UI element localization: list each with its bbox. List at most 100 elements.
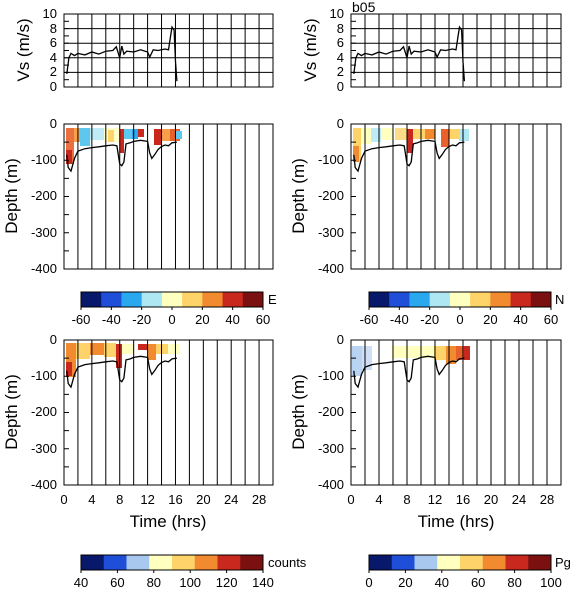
- colorbar-tick-label: 40: [435, 575, 449, 590]
- colorbar-swatch: [101, 292, 122, 307]
- heatmap-patch: [413, 129, 425, 139]
- ytick-label: -300: [318, 225, 344, 240]
- ytick-label: 0: [337, 79, 344, 94]
- vs-left-ytick-labels: 0 2 4 6 8 10: [43, 6, 57, 94]
- colorbar-swatch: [217, 555, 241, 570]
- colorbar-swatch: [414, 555, 438, 570]
- colorbar-swatch: [429, 292, 451, 307]
- ytick-label: 4: [50, 50, 57, 65]
- station-title: b05: [352, 0, 376, 15]
- heatmap-patch: [116, 344, 122, 368]
- heatmap-patch: [176, 131, 182, 139]
- heatmap-patch: [66, 128, 74, 164]
- colorbar-swatch: [391, 555, 415, 570]
- depth-Pg-ylabel: Depth (m): [289, 374, 308, 450]
- depth-N-ylabel: Depth (m): [289, 158, 308, 234]
- colorbar-tick-label: 60: [471, 575, 485, 590]
- heatmap-patch: [371, 128, 381, 142]
- colorbar-swatch: [161, 292, 183, 307]
- colorbar-Pg-label: Pg: [555, 555, 571, 570]
- colorbar-tick-label: 60: [110, 575, 124, 590]
- colorbar-swatch: [141, 292, 163, 307]
- heatmap-patch: [434, 346, 446, 360]
- heatmap-patch: [353, 146, 359, 162]
- colorbar-N-label: N: [555, 292, 564, 307]
- heatmap-patch: [410, 346, 434, 358]
- E-heatmap-patches: [66, 128, 182, 164]
- heatmap-patch: [138, 344, 148, 350]
- colorbar-swatch: [528, 555, 552, 570]
- colorbar-tick-label: 80: [507, 575, 521, 590]
- colorbar-swatch: [369, 292, 390, 307]
- colorbar-tick-label: -60: [72, 312, 91, 327]
- heatmap-patch: [407, 129, 413, 153]
- colorbar-tick-label: 40: [74, 575, 88, 590]
- heatmap-patch: [381, 128, 393, 140]
- vs-right-series-line: [353, 25, 466, 82]
- colorbar-tick-label: 20: [195, 312, 209, 327]
- heatmap-patch: [459, 129, 469, 141]
- heatmap-patch: [392, 346, 410, 358]
- colorbar-swatch: [505, 555, 529, 570]
- ytick-label: -300: [31, 441, 57, 456]
- vs-panel-right: b05 Vs (m/s) 0 2 4 6 8 10: [301, 0, 562, 94]
- ytick-label: -400: [31, 477, 57, 492]
- Pg-heatmap-patches: [352, 346, 470, 376]
- colorbar-swatch: [510, 292, 532, 307]
- colorbar-swatch: [222, 292, 244, 307]
- depth-panel-E: Depth (m) 0 -100 -200 -300 -400: [2, 116, 274, 276]
- heatmap-patch: [361, 128, 371, 144]
- colorbar-tick-label: 80: [147, 575, 161, 590]
- colorbar-swatch: [240, 555, 264, 570]
- colorbar-swatch: [242, 292, 264, 307]
- colorbar-swatch: [409, 292, 431, 307]
- N-bottom-line: [353, 139, 465, 173]
- heatmap-patch: [464, 346, 470, 360]
- heatmap-patch: [124, 129, 132, 139]
- colorbar-swatch: [530, 292, 552, 307]
- ytick-label: -100: [318, 368, 344, 383]
- ytick-label: 10: [43, 6, 57, 21]
- heatmap-patch: [66, 150, 72, 164]
- ytick-label: -300: [31, 225, 57, 240]
- ytick-label: -100: [31, 152, 57, 167]
- ytick-label: 8: [50, 21, 57, 36]
- colorbar-swatch: [172, 555, 196, 570]
- colorbar-tick-label: 140: [252, 575, 274, 590]
- ytick-label: 0: [337, 332, 344, 347]
- heatmap-patch: [122, 344, 134, 354]
- heatmap-patch: [446, 346, 456, 364]
- depth-counts-ytick-labels: 0 -100 -200 -300 -400: [31, 332, 57, 492]
- heatmap-patch: [132, 129, 138, 139]
- vs-right-ylabel: Vs (m/s): [301, 18, 320, 81]
- vs-left-frame: [63, 13, 274, 88]
- colorbar-counts: counts 40 60 80 100 120 140: [74, 554, 307, 590]
- heatmap-patch: [90, 343, 104, 355]
- vs-left-series-line: [66, 25, 178, 82]
- N-heatmap-patches: [353, 128, 469, 162]
- colorbar-swatch: [103, 555, 127, 570]
- ytick-label: 8: [337, 21, 344, 36]
- colorbar-swatch: [369, 555, 393, 570]
- colorbar-swatch: [490, 292, 512, 307]
- E-bottom-line: [66, 139, 177, 173]
- heatmap-patch: [74, 128, 84, 142]
- colorbar-swatch: [389, 292, 410, 307]
- heatmap-patch: [362, 346, 372, 370]
- colorbar-tick-label: 60: [544, 312, 558, 327]
- colorbar-tick-label: 100: [179, 575, 201, 590]
- ytick-label: -200: [31, 188, 57, 203]
- heatmap-patch: [395, 128, 407, 140]
- ytick-label: 6: [337, 35, 344, 50]
- colorbar-tick-label: 60: [256, 312, 270, 327]
- ytick-label: -100: [31, 368, 57, 383]
- ytick-label: -200: [31, 404, 57, 419]
- colorbar-tick-label: -20: [420, 312, 439, 327]
- colorbar-N: N -60 -40 -20 0 20 40 60: [360, 291, 564, 327]
- colorbar-tick-label: 100: [540, 575, 562, 590]
- Pg-xlabel: Time (hrs): [418, 512, 495, 531]
- vs-panel-left: Vs (m/s) 0 2 4 6 8 10: [14, 6, 274, 94]
- colorbar-tick-label: 120: [216, 575, 238, 590]
- colorbar-swatch: [437, 555, 461, 570]
